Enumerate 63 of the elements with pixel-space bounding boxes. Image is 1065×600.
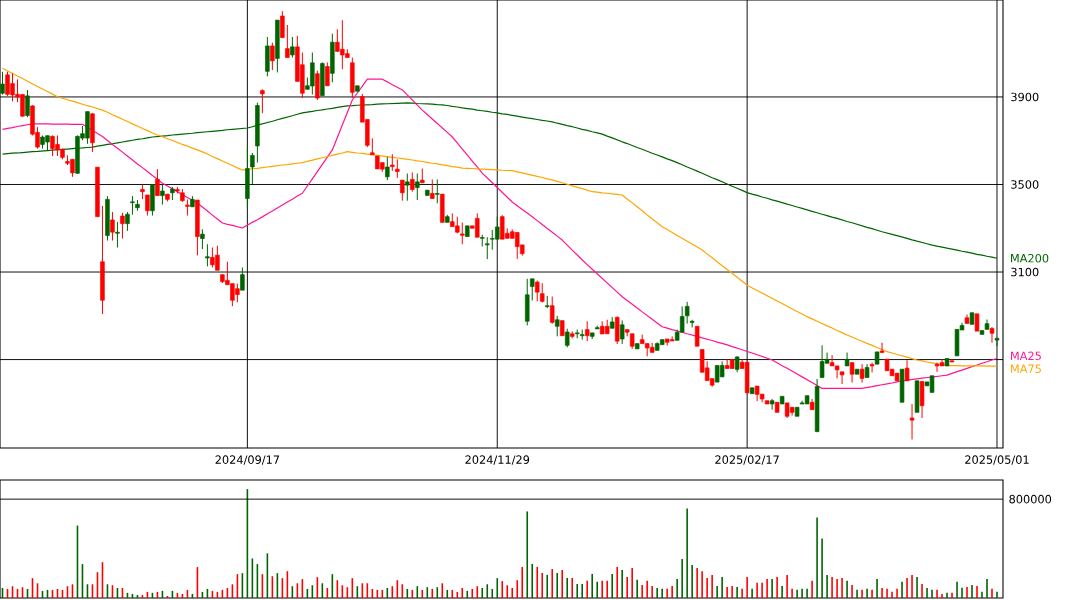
- x-tick-label: 2025/05/01: [965, 455, 1029, 465]
- candlestick: [160, 183, 165, 206]
- candlestick: [285, 24, 290, 59]
- candlestick: [994, 337, 1000, 347]
- candlestick: [260, 88, 265, 114]
- series-label: MA75: [1011, 364, 1041, 374]
- candlestick: [549, 296, 555, 325]
- candlestick: [839, 371, 845, 385]
- candlestick: [0, 71, 5, 96]
- candlestick: [989, 326, 995, 344]
- candlestick: [909, 403, 915, 440]
- candlestick: [25, 89, 30, 118]
- candlestick: [115, 221, 120, 249]
- candlestick: [694, 325, 700, 347]
- candlestick: [290, 36, 295, 59]
- candlestick: [869, 362, 875, 373]
- candlestick: [834, 365, 840, 379]
- candlestick: [200, 228, 205, 250]
- candlestick: [385, 156, 390, 181]
- candlestick: [145, 194, 150, 217]
- candlestick: [859, 363, 865, 384]
- candlestick: [554, 315, 560, 337]
- candlestick: [395, 158, 400, 179]
- candlestick: [405, 173, 410, 202]
- candlestick: [849, 362, 855, 384]
- candlestick: [155, 168, 160, 197]
- candlestick: [435, 178, 440, 204]
- candlestick: [120, 212, 125, 240]
- y-tick-label: 3500: [1011, 180, 1039, 189]
- candlestick: [280, 10, 285, 39]
- candlestick: [325, 61, 330, 87]
- candlestick: [110, 211, 115, 242]
- candlestick: [684, 301, 690, 325]
- candlestick: [879, 342, 885, 354]
- candlestick: [614, 315, 620, 345]
- candlestick: [240, 266, 245, 291]
- candlestick: [619, 319, 625, 345]
- candlestick: [485, 236, 490, 260]
- candlestick: [934, 362, 940, 373]
- series-label: MA25: [1011, 351, 1041, 361]
- candlestick: [460, 222, 465, 245]
- y-tick-label: 3100: [1011, 267, 1039, 277]
- candlestick: [130, 195, 135, 216]
- candlestick: [400, 179, 405, 202]
- y-tick-label: 3900: [1011, 92, 1039, 102]
- candlestick: [125, 211, 130, 232]
- candlestick: [584, 320, 590, 342]
- candlestick: [410, 171, 415, 193]
- candlestick: [564, 328, 570, 348]
- candlestick: [415, 173, 420, 201]
- x-tick-label: 2024/09/17: [215, 455, 280, 465]
- x-tick-label: 2025/02/17: [715, 455, 779, 465]
- candlestick: [844, 352, 850, 367]
- candlestick: [270, 42, 275, 71]
- candlestick: [530, 278, 535, 301]
- candlestick: [769, 398, 775, 411]
- text: 800000: [1009, 494, 1052, 504]
- candlestick: [205, 243, 210, 267]
- candlestick: [904, 359, 910, 382]
- series-label: MA200: [1011, 253, 1049, 263]
- x-tick-label: 2024/11/29: [465, 455, 530, 465]
- candlestick: [430, 178, 435, 199]
- candlestick: [250, 152, 255, 185]
